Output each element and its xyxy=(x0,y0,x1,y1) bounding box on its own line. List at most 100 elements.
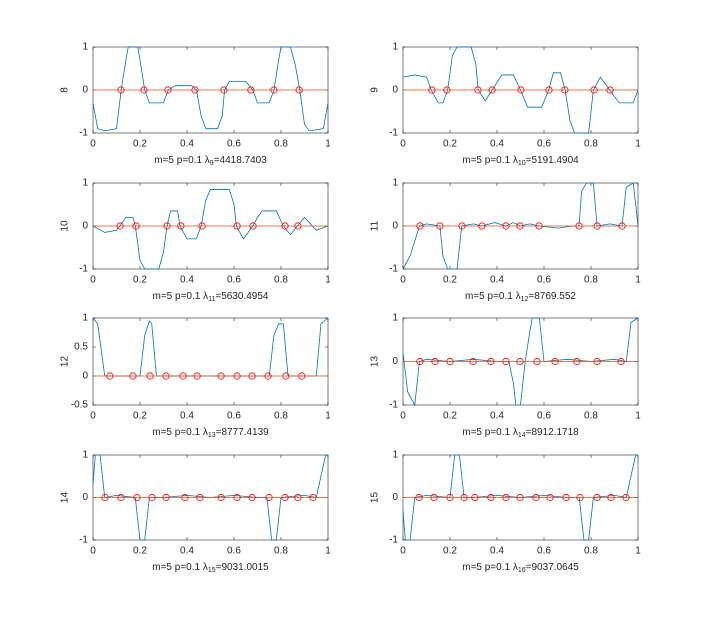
x-axis-label: m=5 p=0.1 λ11=5630.4954 xyxy=(153,291,269,303)
zero-marker xyxy=(294,493,302,502)
zero-marker xyxy=(270,86,278,94)
x-label-subscript: 16 xyxy=(518,567,526,574)
zero-marker xyxy=(146,372,154,380)
x-tick-label: 0.6 xyxy=(227,546,241,557)
zero-marker xyxy=(607,493,615,502)
x-tick-label: 0.8 xyxy=(274,275,288,286)
zero-marker xyxy=(148,493,156,502)
x-tick-label: 0.8 xyxy=(274,139,288,150)
zero-marker xyxy=(233,493,241,502)
y-tick-label: 0 xyxy=(392,85,398,96)
zero-marker xyxy=(545,86,553,94)
zero-marker xyxy=(416,222,424,230)
zero-marker xyxy=(469,357,477,366)
zero-marker xyxy=(415,493,423,502)
y-tick-label: 1 xyxy=(392,450,398,461)
zero-marker xyxy=(295,86,303,94)
x-tick-label: 0.2 xyxy=(443,411,457,422)
zero-marker xyxy=(575,222,583,230)
zero-marker xyxy=(265,493,273,502)
zero-marker xyxy=(487,493,495,502)
x-label-subscript: 15 xyxy=(208,567,216,574)
y-tick-label: 0 xyxy=(82,371,88,382)
y-tick-label: 0 xyxy=(392,492,398,503)
zero-marker xyxy=(162,372,170,380)
x-tick-label: 0 xyxy=(90,139,96,150)
x-axis-label: m=5 p=0.1 λ14=8912.1718 xyxy=(462,427,579,439)
x-tick-label: 0.4 xyxy=(490,411,504,422)
y-tick-label: -1 xyxy=(389,535,398,546)
series-line xyxy=(402,46,639,134)
zero-marker xyxy=(622,493,630,502)
x-axis-label: m=5 p=0.1 λ9=4418.7403 xyxy=(154,155,267,167)
zero-marker xyxy=(129,372,137,380)
x-label-text: m=5 p=0.1 λ xyxy=(462,427,518,438)
zero-marker xyxy=(132,222,140,230)
x-tick-label: 0.2 xyxy=(133,546,147,557)
zero-marker xyxy=(471,493,479,502)
y-tick-label: -1 xyxy=(79,128,88,139)
y-axis-label: 13 xyxy=(370,356,381,368)
y-tick-label: 1 xyxy=(392,313,398,324)
x-tick-label: 0.2 xyxy=(443,546,457,557)
x-label-subscript: 12 xyxy=(521,296,529,303)
zero-marker xyxy=(217,372,225,380)
y-axis-label: 8 xyxy=(60,87,71,93)
x-label-subscript: 13 xyxy=(208,432,216,439)
zero-marker xyxy=(249,222,257,230)
zero-marker xyxy=(431,357,439,366)
x-tick-label: 1 xyxy=(635,275,641,286)
x-tick-label: 0.8 xyxy=(274,411,288,422)
y-axis-label: 9 xyxy=(370,87,381,93)
x-axis-label: m=5 p=0.1 λ12=8769.552 xyxy=(465,291,576,303)
x-label-text: m=5 p=0.1 λ xyxy=(462,562,518,573)
zero-marker xyxy=(516,493,524,502)
x-label-text: m=5 p=0.1 λ xyxy=(152,562,208,573)
x-label-value: =5630.4954 xyxy=(215,291,269,302)
x-tick-label: 0 xyxy=(400,275,406,286)
series-line xyxy=(402,317,639,407)
x-tick-label: 1 xyxy=(325,275,331,286)
zero-marker xyxy=(487,357,495,366)
zero-marker xyxy=(593,357,601,366)
x-label-subscript: 14 xyxy=(518,432,526,439)
zero-marker xyxy=(281,493,289,502)
x-label-value: =9031.0015 xyxy=(216,562,270,573)
x-tick-label: 0.6 xyxy=(227,139,241,150)
x-tick-label: 0.4 xyxy=(490,275,504,286)
x-tick-label: 0.2 xyxy=(133,139,147,150)
zero-marker xyxy=(181,493,189,502)
axes-frame xyxy=(92,317,329,406)
zero-marker xyxy=(532,493,540,502)
zero-marker xyxy=(248,493,256,502)
series-line xyxy=(92,317,329,377)
x-tick-label: 1 xyxy=(635,411,641,422)
zero-marker xyxy=(618,222,626,230)
x-tick-label: 0.8 xyxy=(584,139,598,150)
series-line xyxy=(92,189,329,270)
y-tick-label: 1 xyxy=(82,450,88,461)
zero-marker xyxy=(533,357,541,366)
y-tick-label: -1 xyxy=(389,128,398,139)
x-tick-label: 0.2 xyxy=(443,275,457,286)
zero-marker xyxy=(606,86,614,94)
x-label-value: =8777.4139 xyxy=(216,427,270,438)
x-label-text: m=5 p=0.1 λ xyxy=(152,427,208,438)
zero-marker xyxy=(177,222,185,230)
x-tick-label: 0.4 xyxy=(490,139,504,150)
y-tick-label: -0.5 xyxy=(71,400,89,411)
zero-marker xyxy=(248,372,256,380)
x-label-text: m=5 p=0.1 λ xyxy=(465,291,521,302)
x-tick-label: 0.6 xyxy=(537,546,551,557)
x-axis-label: m=5 p=0.1 λ16=9037.0645 xyxy=(462,562,579,574)
y-tick-label: 1 xyxy=(392,42,398,53)
x-axis-label: m=5 p=0.1 λ13=8777.4139 xyxy=(152,427,269,439)
y-tick-label: 1 xyxy=(392,178,398,189)
